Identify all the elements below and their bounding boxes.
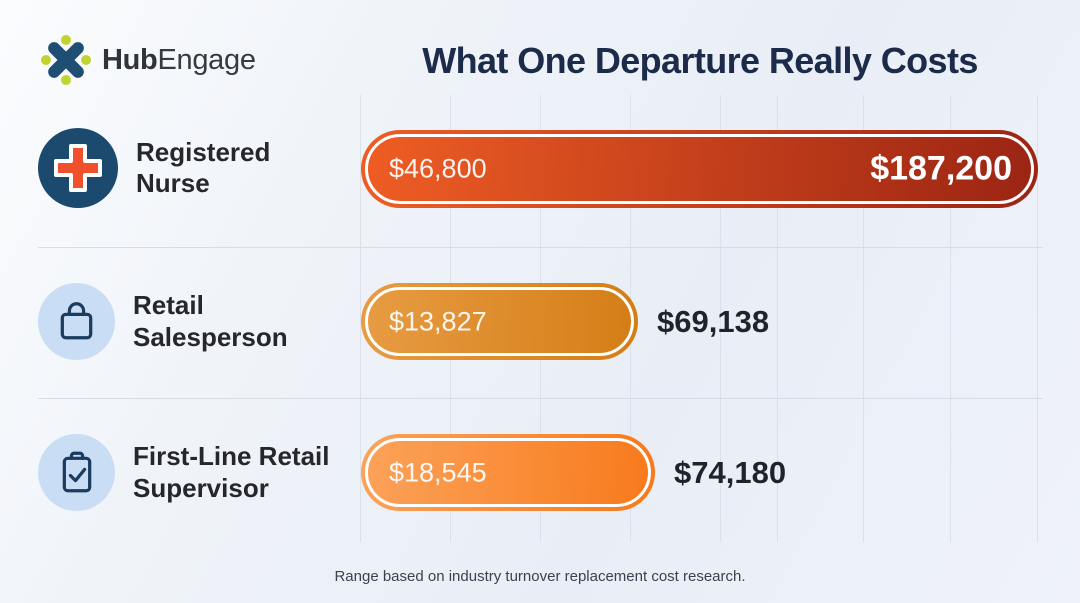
gridline bbox=[720, 95, 721, 542]
chart-row-retail-salesperson: Retail Salesperson bbox=[38, 283, 345, 360]
logo-word-hub: Hub bbox=[102, 43, 158, 76]
high-value-label: $187,200 bbox=[870, 149, 1012, 188]
hubengage-logo-icon bbox=[40, 34, 92, 86]
low-value-label: $46,800 bbox=[389, 153, 487, 184]
medical-cross-icon bbox=[38, 128, 118, 208]
gridline bbox=[777, 95, 778, 542]
logo-wordmark: HubEngage bbox=[102, 44, 256, 77]
category-label: Registered Nurse bbox=[136, 136, 271, 198]
gridline bbox=[863, 95, 864, 542]
source-footnote: Range based on industry turnover replace… bbox=[334, 568, 746, 585]
chart-row-first-line-retail-supervisor: First-Line Retail Supervisor bbox=[38, 434, 345, 511]
chart-row-registered-nurse: Registered Nurse bbox=[38, 128, 348, 208]
high-value-label: $69,138 bbox=[657, 303, 770, 339]
bar-registered-nurse: $46,800 $187,200 bbox=[361, 130, 1038, 208]
page-title: What One Departure Really Costs bbox=[422, 40, 978, 81]
high-value-label: $74,180 bbox=[674, 454, 787, 490]
bar-first-line-retail-supervisor: $18,545 $74,180 bbox=[361, 434, 786, 511]
row-divider-1 bbox=[38, 247, 1043, 248]
hubengage-logo: HubEngage bbox=[40, 34, 256, 86]
clipboard-check-icon bbox=[38, 434, 115, 511]
category-label: First-Line Retail Supervisor bbox=[133, 441, 330, 503]
bar-retail-salesperson: $13,827 $69,138 bbox=[361, 283, 769, 360]
low-value-label: $18,545 bbox=[389, 457, 487, 487]
gridline bbox=[950, 95, 951, 542]
row-divider-2 bbox=[38, 398, 1043, 399]
logo-word-engage: Engage bbox=[157, 43, 256, 76]
shopping-bag-icon bbox=[38, 283, 115, 360]
low-value-label: $13,827 bbox=[389, 306, 487, 336]
gridline bbox=[1037, 95, 1038, 542]
category-label: Retail Salesperson bbox=[133, 290, 288, 352]
